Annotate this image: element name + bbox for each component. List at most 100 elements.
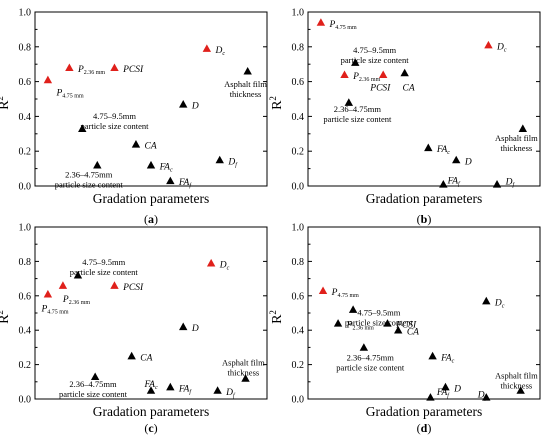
data-point-black bbox=[179, 100, 188, 108]
data-point-black bbox=[131, 140, 141, 148]
data-point-black bbox=[166, 382, 175, 391]
y-tick-label: 1.0 bbox=[19, 223, 32, 234]
point-label: P2.36 mm bbox=[352, 72, 380, 83]
y-tick-label: 0.0 bbox=[19, 182, 32, 193]
point-label: CA bbox=[403, 83, 415, 93]
y-tick-label: 0.4 bbox=[292, 112, 305, 123]
point-label: P4.75 mm bbox=[55, 89, 83, 100]
y-tick-label: 1.0 bbox=[19, 8, 32, 19]
annotation: 4.75–9.5mm particle size content bbox=[341, 45, 410, 65]
data-point-red bbox=[318, 286, 328, 294]
point-label: P2.36 mm bbox=[62, 295, 90, 306]
annotation: 2.36–4.75mm particle size content bbox=[59, 379, 128, 399]
y-tick-label: 0.0 bbox=[292, 395, 305, 406]
point-label: FAf bbox=[178, 384, 192, 395]
point-label: P2.36 mm bbox=[346, 321, 374, 332]
data-point-black bbox=[439, 180, 448, 188]
data-point-red bbox=[58, 281, 68, 289]
point-label: P4.75 mm bbox=[331, 288, 359, 299]
y-tick-label: 0.0 bbox=[19, 395, 32, 406]
panel-caption: (d) bbox=[417, 421, 432, 435]
point-label: Df bbox=[477, 390, 488, 401]
data-point-red bbox=[65, 63, 74, 72]
point-label: Df bbox=[227, 157, 238, 168]
data-point-red bbox=[110, 281, 119, 289]
data-point-black bbox=[428, 351, 437, 360]
x-axis-label: Gradation parameters bbox=[366, 404, 483, 419]
annotation: 4.75–9.5mm particle size content bbox=[80, 111, 149, 131]
point-label: D bbox=[453, 384, 461, 394]
x-axis-label: Gradation parameters bbox=[366, 191, 483, 206]
point-label: Df bbox=[225, 388, 236, 399]
x-axis-label: Gradation parameters bbox=[93, 191, 210, 206]
point-label: FAc bbox=[436, 145, 450, 156]
point-label: PCSI bbox=[122, 65, 144, 75]
data-point-black bbox=[452, 155, 461, 164]
annotation: Asphalt film thickness bbox=[222, 357, 265, 377]
data-point-black bbox=[394, 326, 403, 334]
point-label: FAf bbox=[178, 178, 192, 189]
y-tick-label: 1.0 bbox=[292, 223, 305, 234]
data-point-red bbox=[484, 40, 493, 49]
data-point-red bbox=[43, 75, 53, 84]
y-tick-label: 0.6 bbox=[292, 77, 305, 88]
point-label: Dc bbox=[494, 298, 505, 309]
point-label: CA bbox=[407, 328, 419, 338]
point-label: Df bbox=[505, 177, 516, 188]
panel-b: 0.0 0.2 0.4 0.6 0.8 1.0 R2 Gradation parameters… bbox=[268, 8, 541, 226]
data-point-black bbox=[482, 296, 491, 305]
point-label: PCSI bbox=[395, 321, 417, 331]
point-label: CA bbox=[145, 142, 157, 152]
point-label: D bbox=[191, 102, 199, 112]
y-tick-label: 0.4 bbox=[19, 326, 32, 337]
panel-a: 0.0 0.2 0.4 0.6 0.8 1.0 R2 Gradation parameters… bbox=[0, 8, 268, 226]
point-label: FAc bbox=[440, 353, 454, 364]
data-point-black bbox=[383, 319, 392, 327]
point-label: D bbox=[464, 157, 472, 167]
point-label: P4.75 mm bbox=[328, 20, 356, 31]
data-point-black bbox=[78, 124, 87, 132]
data-point-black bbox=[482, 393, 491, 401]
point-label: P4.75 mm bbox=[40, 304, 68, 315]
y-axis-label: R2 bbox=[268, 310, 285, 324]
point-label: CA bbox=[140, 353, 152, 363]
data-point-red bbox=[206, 258, 216, 267]
data-point-black bbox=[426, 393, 435, 401]
data-point-black bbox=[146, 386, 156, 394]
point-label: PCSI bbox=[369, 83, 391, 93]
data-point-red bbox=[43, 289, 53, 298]
annotation: Asphalt film thickness bbox=[495, 133, 538, 153]
data-point-red bbox=[202, 44, 212, 52]
data-point-black bbox=[90, 372, 100, 380]
data-point-black bbox=[73, 270, 83, 279]
data-point-red bbox=[110, 63, 119, 72]
data-point-black bbox=[93, 160, 102, 169]
data-point-black bbox=[166, 176, 175, 185]
data-point-black bbox=[127, 351, 136, 360]
y-tick-label: 0.2 bbox=[292, 360, 305, 371]
y-tick-label: 0.4 bbox=[19, 112, 32, 123]
point-label: Dc bbox=[219, 260, 230, 271]
annotation: 4.75–9.5mm particle size content bbox=[345, 308, 414, 328]
y-axis-label: R2 bbox=[268, 96, 285, 110]
y-tick-label: 0.8 bbox=[19, 42, 32, 53]
point-label: Dc bbox=[214, 46, 225, 57]
data-point-black bbox=[441, 382, 450, 391]
data-point-black bbox=[213, 386, 222, 394]
data-point-black bbox=[424, 143, 433, 152]
data-point-black bbox=[518, 124, 528, 132]
data-point-black bbox=[344, 98, 354, 106]
y-tick-label: 0.2 bbox=[292, 147, 305, 158]
point-label: Dc bbox=[496, 42, 507, 53]
y-axis-label: R2 bbox=[0, 310, 12, 324]
data-point-black bbox=[333, 319, 343, 327]
annotation: Asphalt film thickness bbox=[495, 370, 538, 390]
x-axis-label: Gradation parameters bbox=[93, 404, 210, 419]
data-point-black bbox=[516, 386, 525, 394]
point-label: PCSI bbox=[122, 283, 144, 293]
data-point-red bbox=[340, 70, 349, 78]
point-label: FAf bbox=[436, 388, 450, 399]
panel-d: 0.0 0.2 0.4 0.6 0.8 1.0 R2 Gradation parameters… bbox=[268, 223, 541, 435]
y-tick-label: 1.0 bbox=[292, 8, 305, 19]
